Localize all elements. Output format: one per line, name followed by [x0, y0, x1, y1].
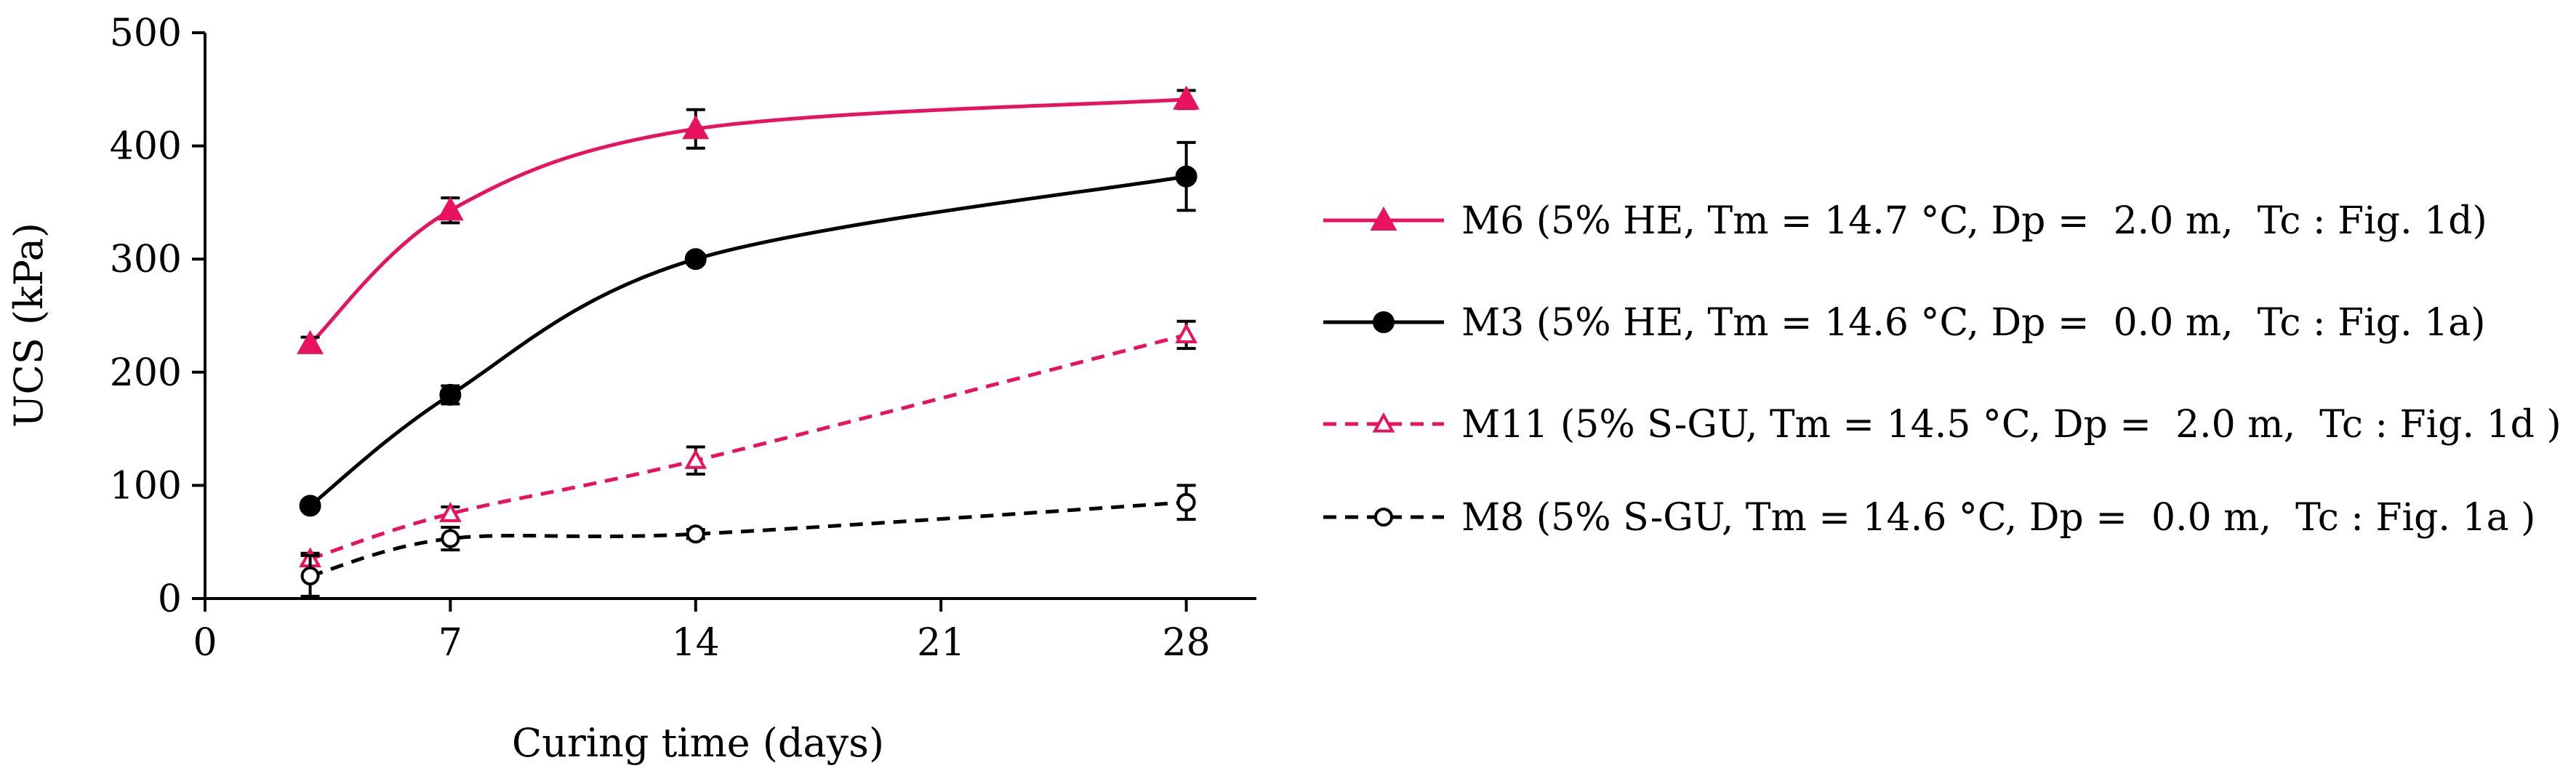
- data-point-marker: [1175, 165, 1197, 188]
- legend-label: M11 (5% S-GU, Tm = 14.5 °C, Dp = 2.0 m, …: [1461, 403, 2561, 447]
- data-point-marker: [441, 529, 460, 548]
- axes: 0 100 200 300 400 500 0 7 14 21 28: [110, 12, 1256, 665]
- y-tick-label: 300: [110, 238, 182, 281]
- data-point-marker: [299, 495, 321, 517]
- x-tick-label: 21: [917, 621, 965, 665]
- x-tick-label: 14: [672, 621, 720, 665]
- data-point-marker: [1176, 492, 1196, 512]
- legend-label: M6 (5% HE, Tm = 14.7 °C, Dp = 2.0 m, Tc …: [1461, 199, 2487, 243]
- y-tick-label: 200: [110, 351, 182, 395]
- legend-item-4: M8 (5% S-GU, Tm = 14.6 °C, Dp = 0.0 m, T…: [1323, 496, 2535, 540]
- y-tick-label: 0: [158, 577, 182, 621]
- data-point-marker: [1372, 412, 1395, 433]
- x-tick-label: 7: [438, 621, 462, 665]
- data-point-marker: [1175, 323, 1197, 344]
- plot-area: [297, 85, 1200, 598]
- legend-label: M8 (5% S-GU, Tm = 14.6 °C, Dp = 0.0 m, T…: [1461, 496, 2535, 540]
- y-tick-label: 100: [110, 464, 182, 508]
- legend-item-1: M6 (5% HE, Tm = 14.7 °C, Dp = 2.0 m, Tc …: [1323, 199, 2487, 243]
- legend-item-3: M11 (5% S-GU, Tm = 14.5 °C, Dp = 2.0 m, …: [1323, 403, 2561, 447]
- y-axis-label: UCS (kPa): [6, 223, 52, 428]
- data-point-marker: [684, 248, 707, 271]
- series-3: [299, 319, 1197, 568]
- x-axis-label: Curing time (days): [512, 720, 884, 766]
- series-line: [309, 500, 1187, 578]
- data-point-marker: [439, 383, 462, 406]
- data-point-marker: [437, 196, 464, 221]
- data-point-marker: [1370, 206, 1397, 231]
- series-line: [309, 333, 1187, 561]
- data-point-marker: [1374, 508, 1393, 527]
- data-point-marker: [297, 329, 324, 354]
- y-tick-label: 500: [110, 12, 182, 55]
- series-2: [299, 140, 1197, 517]
- data-point-marker: [439, 502, 462, 522]
- data-point-marker: [1173, 85, 1200, 110]
- series-4: [300, 484, 1196, 598]
- data-point-marker: [686, 524, 705, 544]
- data-point-marker: [684, 449, 707, 469]
- y-tick-label: 400: [110, 125, 182, 169]
- series-line: [309, 175, 1187, 508]
- legend: M6 (5% HE, Tm = 14.7 °C, Dp = 2.0 m, Tc …: [1323, 199, 2561, 540]
- data-point-marker: [300, 566, 320, 585]
- x-tick-label: 28: [1163, 621, 1211, 665]
- series-1: [297, 85, 1200, 354]
- data-point-marker: [682, 115, 710, 140]
- x-tick-label: 0: [193, 621, 217, 665]
- legend-item-2: M3 (5% HE, Tm = 14.6 °C, Dp = 0.0 m, Tc …: [1323, 301, 2486, 345]
- series-line: [308, 97, 1187, 345]
- legend-label: M3 (5% HE, Tm = 14.6 °C, Dp = 0.0 m, Tc …: [1461, 301, 2486, 345]
- data-point-marker: [1373, 311, 1395, 333]
